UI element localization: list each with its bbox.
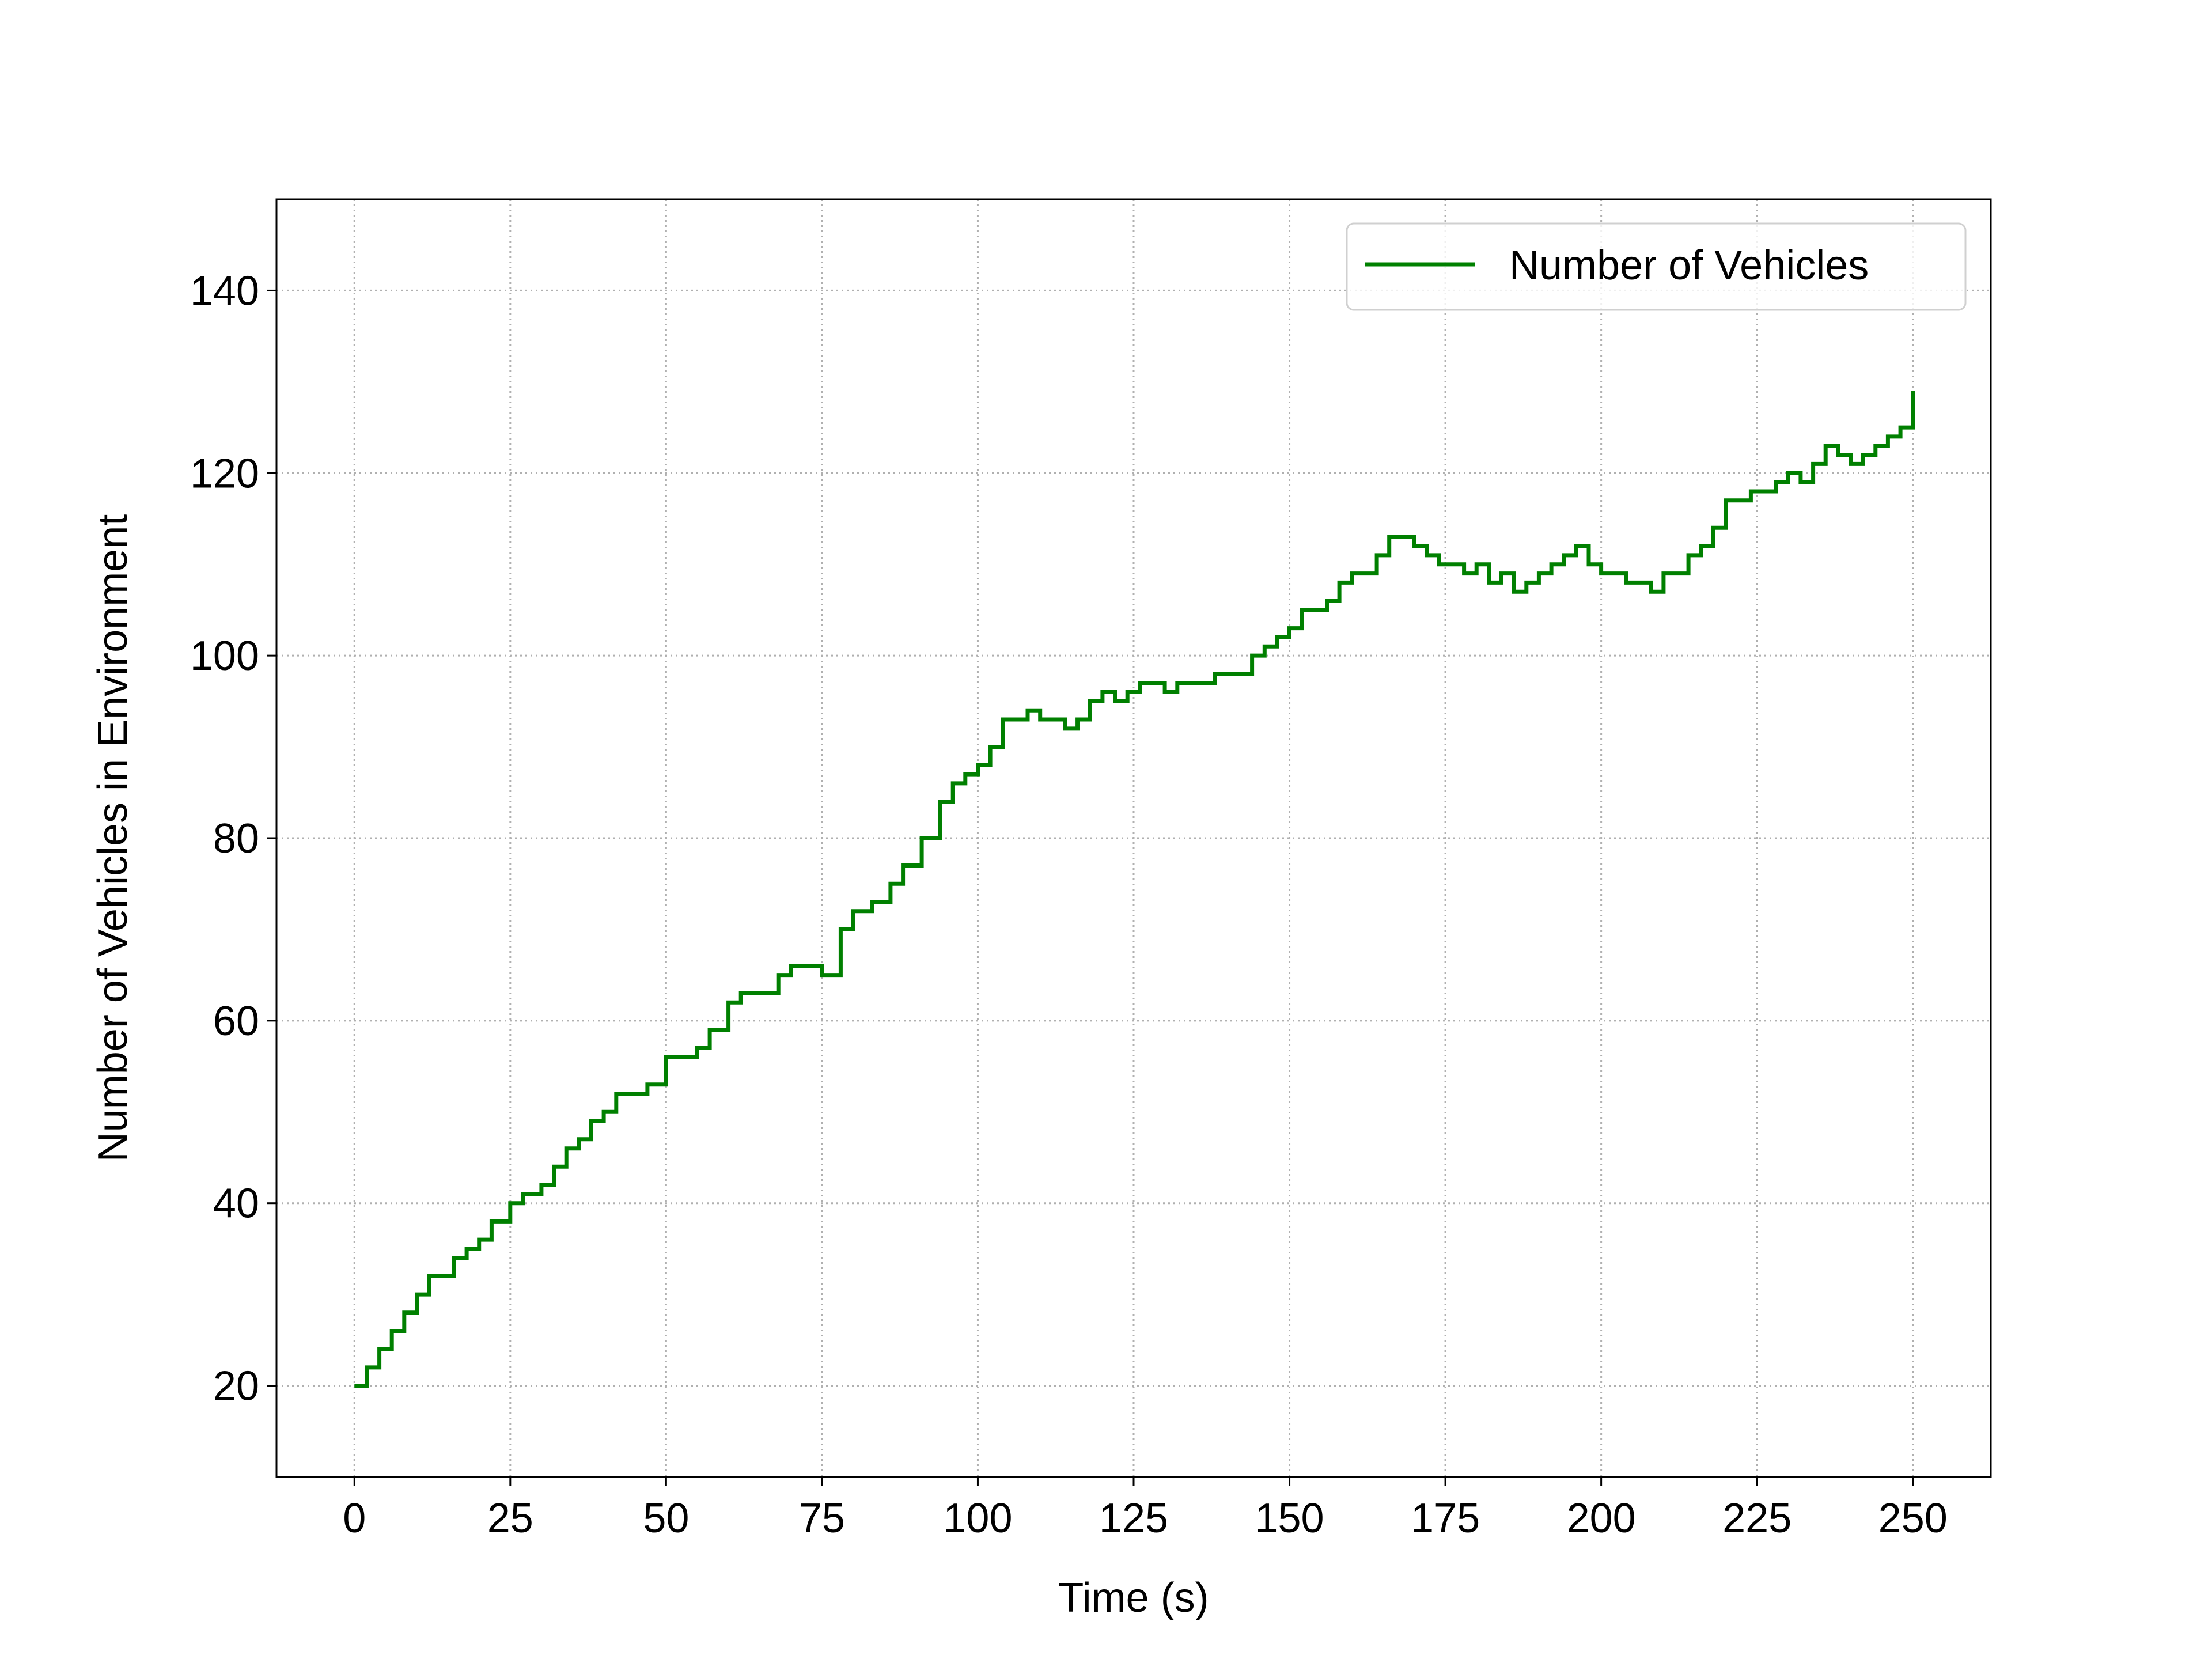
series-layer xyxy=(354,391,1915,1388)
legend: Number of Vehicles xyxy=(1346,222,1967,311)
x-tick-label-250: 250 xyxy=(1878,1495,1948,1541)
y-tick-label-80: 80 xyxy=(213,816,259,862)
x-tick-label-75: 75 xyxy=(799,1495,845,1541)
x-axis-title: Time (s) xyxy=(1058,1575,1209,1621)
legend-label-number-of-vehicles: Number of Vehicles xyxy=(1509,243,1869,289)
y-tick-label-140: 140 xyxy=(190,268,259,314)
x-tick-label-0: 0 xyxy=(343,1495,366,1541)
x-tick-label-175: 175 xyxy=(1411,1495,1480,1541)
x-tick-label-50: 50 xyxy=(643,1495,689,1541)
legend-frame xyxy=(1346,222,1967,311)
x-tick-label-200: 200 xyxy=(1567,1495,1636,1541)
y-axis-title: Number of Vehicles in Environment xyxy=(90,514,136,1162)
series-line-0 xyxy=(354,391,1915,1388)
x-tick-label-25: 25 xyxy=(487,1495,533,1541)
x-tick-label-125: 125 xyxy=(1099,1495,1168,1541)
axis-ticks: 0 25 50 75 100 125 150 175 200 225 250 20 40 60 80 100 1… xyxy=(190,268,1948,1541)
x-tick-label-150: 150 xyxy=(1255,1495,1324,1541)
y-tick-label-60: 60 xyxy=(213,998,259,1044)
y-tick-label-120: 120 xyxy=(190,450,259,497)
y-tick-label-100: 100 xyxy=(190,633,259,679)
y-tick-label-20: 20 xyxy=(213,1363,259,1410)
x-tick-label-225: 225 xyxy=(1722,1495,1791,1541)
x-tick-label-100: 100 xyxy=(943,1495,1012,1541)
y-tick-label-40: 40 xyxy=(213,1181,259,1227)
